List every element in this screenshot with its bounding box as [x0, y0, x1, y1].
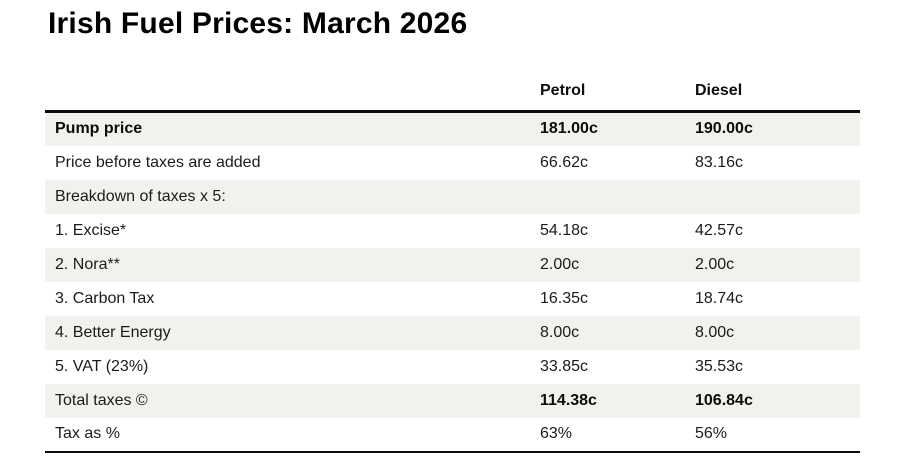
table-row: Total taxes © 114.38c 106.84c — [45, 383, 860, 418]
table-row: 3. Carbon Tax 16.35c 18.74c — [45, 282, 860, 316]
value-petrol: 63% — [540, 425, 573, 442]
value-diesel — [695, 180, 860, 214]
value-petrol — [540, 180, 695, 214]
value-petrol: 16.35c — [540, 289, 589, 307]
row-label: 1. Excise* — [55, 221, 127, 239]
row-label: 4. Better Energy — [55, 323, 171, 341]
page: Irish Fuel Prices: March 2026 Petrol Die… — [45, 7, 860, 453]
value-petrol: 33.85c — [540, 357, 589, 375]
table-row: Tax as % 63% 56% — [45, 418, 860, 452]
value-petrol: 66.62c — [540, 153, 589, 171]
value-diesel: 56% — [695, 425, 728, 442]
row-label: Tax as % — [55, 425, 120, 442]
row-label: 2. Nora** — [55, 255, 120, 273]
header-petrol: Petrol — [540, 42, 695, 113]
value-diesel: 2.00c — [695, 255, 735, 273]
value-petrol: 114.38c — [540, 391, 597, 409]
table-row: 1. Excise* 54.18c 42.57c — [45, 214, 860, 248]
value-diesel: 8.00c — [695, 323, 735, 341]
table-row: Breakdown of taxes x 5: — [45, 179, 860, 214]
value-diesel: 190.00c — [695, 120, 753, 138]
value-petrol: 2.00c — [540, 255, 580, 273]
value-diesel: 42.57c — [695, 221, 744, 239]
row-label: Pump price — [55, 120, 143, 138]
page-title: Irish Fuel Prices: March 2026 — [48, 7, 468, 40]
value-diesel: 83.16c — [695, 153, 744, 171]
table-row: 4. Better Energy 8.00c 8.00c — [45, 315, 860, 350]
table-row: 2. Nora** 2.00c 2.00c — [45, 247, 860, 282]
value-diesel: 35.53c — [695, 357, 744, 375]
table-row: Pump price 181.00c 190.00c — [45, 111, 860, 146]
fuel-table-body: Pump price 181.00c 190.00c Price before tax… — [45, 111, 860, 452]
header-row: Petrol Diesel — [45, 42, 860, 113]
value-diesel: 18.74c — [695, 289, 744, 307]
value-petrol: 8.00c — [540, 323, 580, 341]
row-label: Breakdown of taxes x 5: — [55, 187, 226, 205]
header-empty-cell — [45, 42, 540, 113]
table-header: Petrol Diesel — [45, 42, 860, 113]
fuel-prices-table: Petrol Diesel Pump price 181.00c 190.00c Pr… — [45, 42, 860, 453]
header-diesel: Diesel — [695, 42, 860, 113]
table-row: 5. VAT (23%) 33.85c 35.53c — [45, 350, 860, 384]
row-label: 3. Carbon Tax — [55, 289, 155, 307]
value-diesel: 106.84c — [695, 391, 753, 409]
value-petrol: 181.00c — [540, 120, 598, 138]
row-label: Total taxes © — [55, 391, 148, 409]
row-label: Price before taxes are added — [55, 153, 261, 171]
row-label: 5. VAT (23%) — [55, 357, 149, 375]
table-row: Price before taxes are added 66.62c 83.16c — [45, 146, 860, 180]
value-petrol: 54.18c — [540, 221, 589, 239]
